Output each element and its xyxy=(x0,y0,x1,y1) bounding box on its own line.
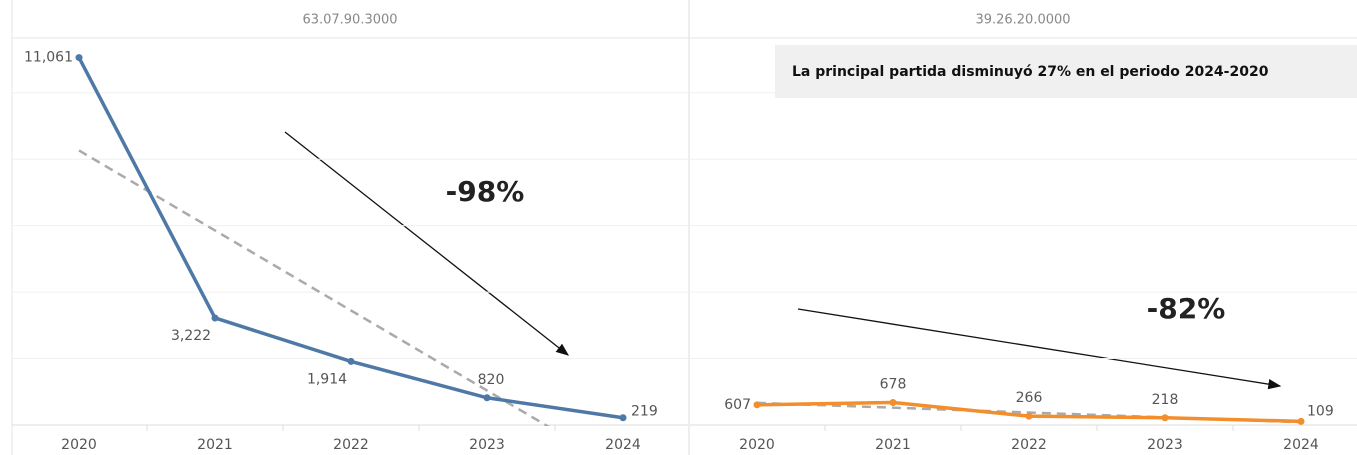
change-label: -98% xyxy=(446,175,525,208)
data-label: 607 xyxy=(724,397,751,413)
data-label: 820 xyxy=(478,372,505,388)
plot xyxy=(78,149,550,426)
x-tick-label: 2024 xyxy=(1283,437,1319,453)
point xyxy=(347,357,355,365)
panel-title: 63.07.90.3000 xyxy=(302,13,397,28)
trend-arrow xyxy=(797,308,1282,390)
point xyxy=(1025,412,1033,420)
data-label: 3,222 xyxy=(171,328,211,344)
data-label: 266 xyxy=(1016,390,1043,406)
change-label: -82% xyxy=(1147,292,1226,325)
x-tick-label: 2022 xyxy=(1011,437,1047,453)
point xyxy=(75,54,83,62)
point xyxy=(1161,414,1169,422)
x-tick-label: 2023 xyxy=(469,437,505,453)
point xyxy=(619,414,627,422)
point xyxy=(1297,417,1305,425)
data-label: 219 xyxy=(631,404,658,420)
data-label: 678 xyxy=(880,376,907,392)
x-tick-label: 2021 xyxy=(875,437,911,453)
point xyxy=(483,394,491,402)
banner-bg xyxy=(775,45,1357,98)
x-tick-label: 2020 xyxy=(61,437,97,453)
x-tick-label: 2021 xyxy=(197,437,233,453)
point xyxy=(889,398,897,406)
data-label: 11,061 xyxy=(24,50,73,66)
point xyxy=(211,314,219,322)
trend-line xyxy=(78,149,550,426)
x-tick-label: 2022 xyxy=(333,437,369,453)
trend-arrow xyxy=(284,131,570,356)
point xyxy=(753,401,761,409)
x-tick-label: 2020 xyxy=(739,437,775,453)
data-label: 218 xyxy=(1152,392,1179,408)
banner-text: La principal partida disminuyó 27% en el… xyxy=(792,64,1269,80)
x-tick-label: 2023 xyxy=(1147,437,1183,453)
data-label: 109 xyxy=(1307,403,1334,419)
x-tick-label: 2024 xyxy=(605,437,641,453)
data-label: 1,914 xyxy=(307,371,347,387)
panel-title: 39.26.20.0000 xyxy=(975,13,1070,28)
